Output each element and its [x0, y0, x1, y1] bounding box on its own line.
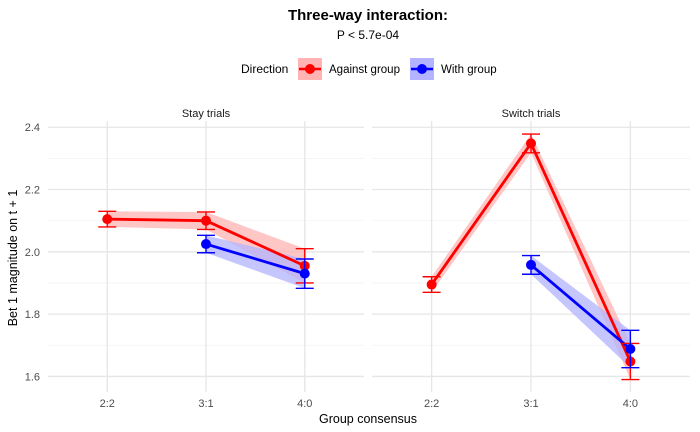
legend-title: Direction — [241, 62, 288, 76]
facet-stay-trials: Stay trials 1.6 1.8 2.0 2.2 2.4 2:2 3:1 4:0 — [25, 108, 364, 410]
chart-subtitle: P < 5.7e-04 — [337, 28, 399, 42]
x-tick-label: 2:2 — [100, 398, 115, 410]
point-against-group — [201, 215, 211, 226]
facet-label-stay-trials: Stay trials — [182, 108, 231, 120]
legend-key-against-group — [298, 58, 322, 80]
point-against-group — [526, 138, 536, 149]
y-tick-label: 2.4 — [25, 122, 40, 134]
facet-label-switch-trials: Switch trials — [502, 108, 561, 120]
point-with-group — [526, 259, 536, 270]
y-tick-label: 1.8 — [25, 309, 40, 321]
legend-key-with-group — [410, 58, 434, 80]
x-tick-label: 3:1 — [198, 398, 213, 410]
legend: Direction Against group With group — [241, 58, 497, 80]
legend-label-against-group: Against group — [329, 64, 400, 76]
y-tick-label: 1.6 — [25, 371, 40, 383]
y-axis-label: Bet 1 magnitude on t + 1 — [6, 190, 20, 327]
chart-title: Three-way interaction: — [288, 7, 448, 24]
point-against-group — [102, 214, 113, 225]
point-with-group — [201, 239, 211, 250]
ribbon-with-group — [531, 255, 631, 368]
x-tick-label: 2:2 — [424, 398, 439, 410]
facet-switch-trials: Switch trials 2:2 3:1 4:0 — [372, 108, 690, 410]
legend-label-with-group: With group — [441, 64, 497, 76]
line-with-group — [205, 242, 306, 275]
point-against-group — [426, 279, 437, 290]
y-tick-label: 2.2 — [25, 185, 40, 197]
y-tick-label: 2.0 — [25, 247, 40, 259]
x-axis-label: Group consensus — [319, 412, 417, 426]
legend-key-against-point — [305, 64, 315, 74]
legend-key-with-point — [417, 64, 427, 74]
x-tick-label: 4:0 — [297, 398, 312, 410]
point-with-group — [299, 268, 310, 279]
line-with-group — [530, 263, 632, 351]
x-tick-label: 3:1 — [523, 398, 538, 410]
point-with-group — [625, 344, 636, 355]
ribbon-with-group — [206, 235, 305, 289]
x-tick-label: 4:0 — [623, 398, 638, 410]
